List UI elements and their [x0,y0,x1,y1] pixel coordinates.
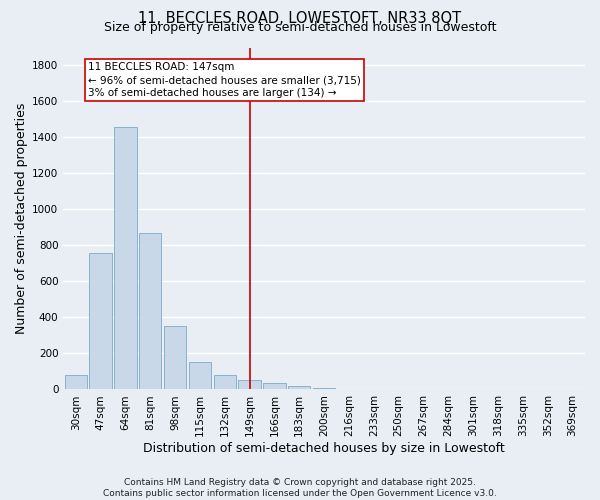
X-axis label: Distribution of semi-detached houses by size in Lowestoft: Distribution of semi-detached houses by … [143,442,505,455]
Bar [114,126,137,390]
Bar [288,386,310,390]
Bar [338,388,360,390]
Y-axis label: Number of semi-detached properties: Number of semi-detached properties [15,103,28,334]
Bar [139,233,161,390]
Text: Contains HM Land Registry data © Crown copyright and database right 2025.
Contai: Contains HM Land Registry data © Crown c… [103,478,497,498]
Bar [164,326,186,390]
Bar [362,389,385,390]
Bar [562,388,584,390]
Bar [189,362,211,390]
Text: 11, BECCLES ROAD, LOWESTOFT, NR33 8QT: 11, BECCLES ROAD, LOWESTOFT, NR33 8QT [139,11,461,26]
Bar [65,375,87,390]
Text: Size of property relative to semi-detached houses in Lowestoft: Size of property relative to semi-detach… [104,22,496,35]
Bar [214,375,236,390]
Text: 11 BECCLES ROAD: 147sqm
← 96% of semi-detached houses are smaller (3,715)
3% of : 11 BECCLES ROAD: 147sqm ← 96% of semi-de… [88,62,361,98]
Bar [89,252,112,390]
Bar [238,380,261,390]
Bar [263,383,286,390]
Bar [313,388,335,390]
